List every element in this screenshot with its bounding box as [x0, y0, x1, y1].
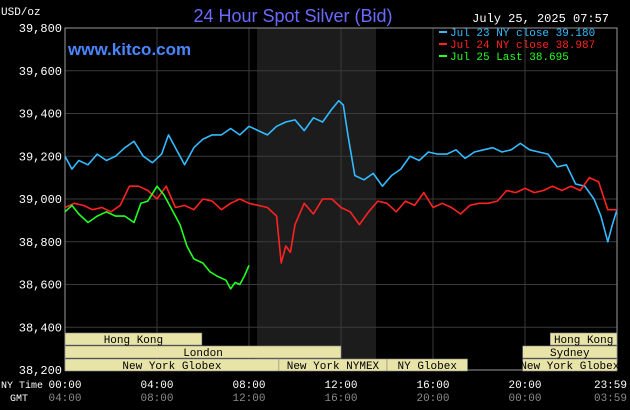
y-tick-label: 39,000: [19, 193, 62, 207]
y-tick-label: 38,600: [19, 279, 62, 293]
unit-label: USD/oz: [1, 7, 41, 19]
session-bar: [522, 345, 618, 359]
series-line-3: [64, 185, 250, 290]
ny-time-tick: 20:00: [508, 380, 541, 392]
session-label: Hong Kong: [554, 335, 613, 347]
y-tick-label: 39,600: [19, 65, 62, 79]
ny-time-label: NY Time: [1, 380, 43, 392]
gmt-time-ticks: 04:00 08:00 12:00 16:00 20:00 00:00 03:59: [48, 393, 627, 405]
gmt-time-tick: 03:59: [594, 393, 627, 405]
series-lines: [64, 99, 618, 290]
session-bar: [549, 332, 618, 346]
y-tick-label: 38,200: [19, 364, 62, 378]
gmt-label: GMT: [10, 394, 28, 405]
session-label: New York Globex: [122, 361, 221, 373]
gmt-time-tick: 20:00: [416, 393, 449, 405]
y-tick-label: 38,400: [19, 321, 62, 335]
y-tick-label: 39,400: [19, 108, 62, 122]
y-tick-label: 39,800: [19, 22, 62, 36]
session-bar: [64, 345, 342, 359]
session-bar: [64, 332, 203, 346]
session-label: New York Globex: [520, 361, 619, 373]
gmt-time-tick: 12:00: [232, 393, 265, 405]
legend-entry: Jul 24 NY close 38.987: [450, 40, 595, 52]
gmt-time-tick: 00:00: [508, 393, 541, 405]
gmt-time-tick: 04:00: [48, 393, 81, 405]
session-label: Hong Kong: [104, 335, 163, 347]
gmt-time-tick: 08:00: [140, 393, 173, 405]
session-bar: [386, 358, 468, 372]
ny-time-tick: 16:00: [416, 380, 449, 392]
series-line-2: [64, 176, 617, 264]
ny-time-tick: 12:00: [324, 380, 357, 392]
y-axis-ticks: 39,800 39,600 39,400 39,200 39,000 38,800 38,6…: [19, 22, 62, 378]
ny-time-tick: 23:59: [594, 380, 627, 392]
legend-entry: Jul 25 Last 38.695: [450, 52, 569, 64]
ny-time-tick: 08:00: [232, 380, 265, 392]
ny-time-tick: 00:00: [48, 380, 81, 392]
session-label: Sydney: [550, 348, 590, 360]
legend-entry: Jul 23 NY close 39.180: [450, 28, 595, 40]
gmt-time-tick: 16:00: [324, 393, 357, 405]
session-bar: [522, 358, 618, 372]
chart-title: 24 Hour Spot Silver (Bid): [193, 6, 392, 26]
timestamp: July 25, 2025 07:57: [472, 12, 609, 26]
y-tick-label: 39,200: [19, 150, 62, 164]
session-label: London: [183, 348, 223, 360]
ny-time-ticks: 00:00 04:00 08:00 12:00 16:00 20:00 23:59: [48, 380, 627, 392]
ny-time-tick: 04:00: [140, 380, 173, 392]
series-line-1: [64, 99, 618, 243]
watermark: www.kitco.com: [67, 40, 191, 59]
session-label: New York NYMEX: [287, 361, 380, 373]
y-tick-label: 38,800: [19, 236, 62, 250]
session-label: NY Globex: [398, 361, 458, 373]
